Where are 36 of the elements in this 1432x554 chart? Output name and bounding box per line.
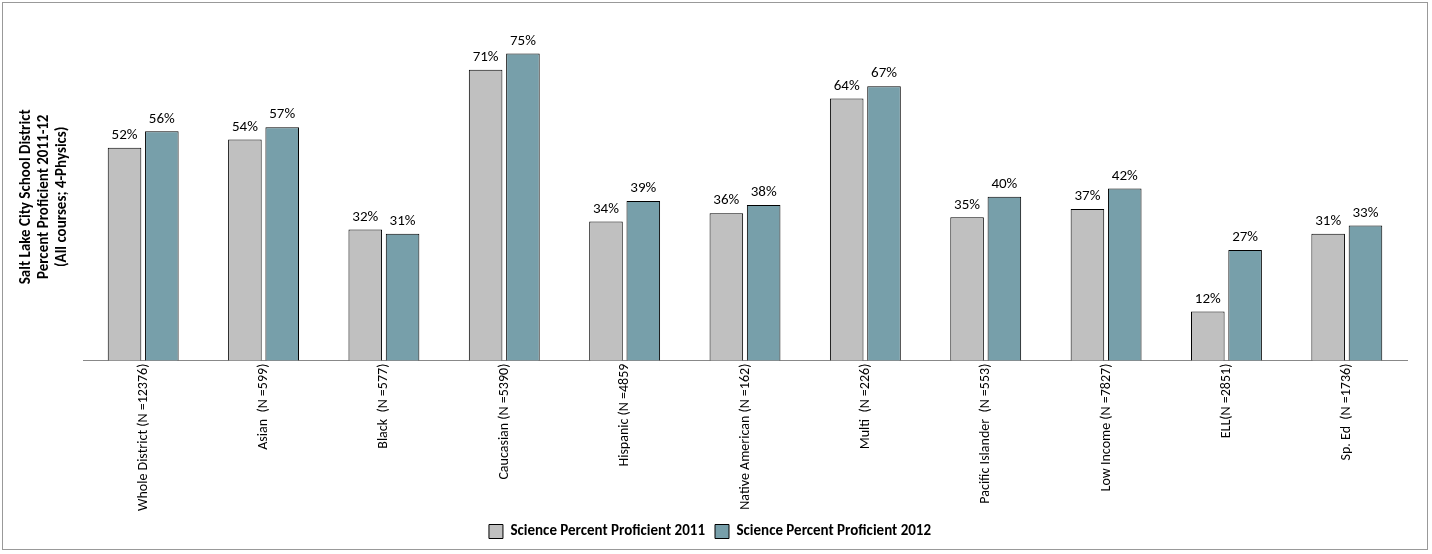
- data-label: 27%: [1232, 227, 1259, 246]
- data-label: 42%: [1111, 165, 1138, 184]
- data-label: 64%: [833, 75, 860, 94]
- data-label: 32%: [352, 206, 379, 225]
- data-label: 31%: [389, 210, 416, 229]
- data-label: 35%: [954, 194, 981, 213]
- data-label: 57%: [269, 104, 296, 123]
- legend-label: Science Percent Proficient 2011: [510, 521, 706, 540]
- data-label: 54%: [231, 116, 259, 135]
- data-label: 12%: [1194, 288, 1222, 307]
- data-label: 33%: [1352, 202, 1379, 221]
- y-axis-title: Salt Lake City School District Percent Proficient 2011-12 (All courses; 4-Physics): [15, 109, 70, 285]
- x-tick-label: Pacific Islander (N =553): [976, 363, 994, 504]
- data-label: 40%: [991, 174, 1018, 193]
- x-tick-label: Caucasian (N =5390): [494, 363, 512, 480]
- data-label: 75%: [509, 30, 537, 49]
- data-label: 36%: [713, 190, 740, 209]
- x-tick-label: Whole District (N =12376): [133, 363, 151, 512]
- data-label: 34%: [593, 198, 620, 217]
- x-tick-label: Low Income (N =7827): [1096, 363, 1114, 492]
- x-tick-label: Sp. Ed (N =1736): [1337, 363, 1355, 461]
- data-label: 56%: [148, 108, 176, 127]
- data-label: 52%: [111, 124, 138, 143]
- x-tick-label: Multi (N =226): [855, 363, 873, 450]
- data-label: 31%: [1315, 210, 1342, 229]
- x-tick-label: Hispanic (N =4859: [615, 363, 633, 467]
- data-label: 37%: [1074, 186, 1101, 205]
- x-tick-label: Native American (N =162): [735, 363, 753, 510]
- data-label: 38%: [750, 182, 777, 201]
- data-label: 67%: [871, 63, 898, 82]
- x-tick-label: Black (N =577): [374, 363, 392, 449]
- legend-label: Science Percent Proficient 2012: [736, 521, 932, 540]
- x-tick-label: Asian (N =599): [254, 363, 272, 450]
- data-label: 71%: [472, 47, 499, 66]
- x-tick-label: ELL(N =2851): [1216, 363, 1234, 439]
- data-label: 39%: [630, 178, 657, 197]
